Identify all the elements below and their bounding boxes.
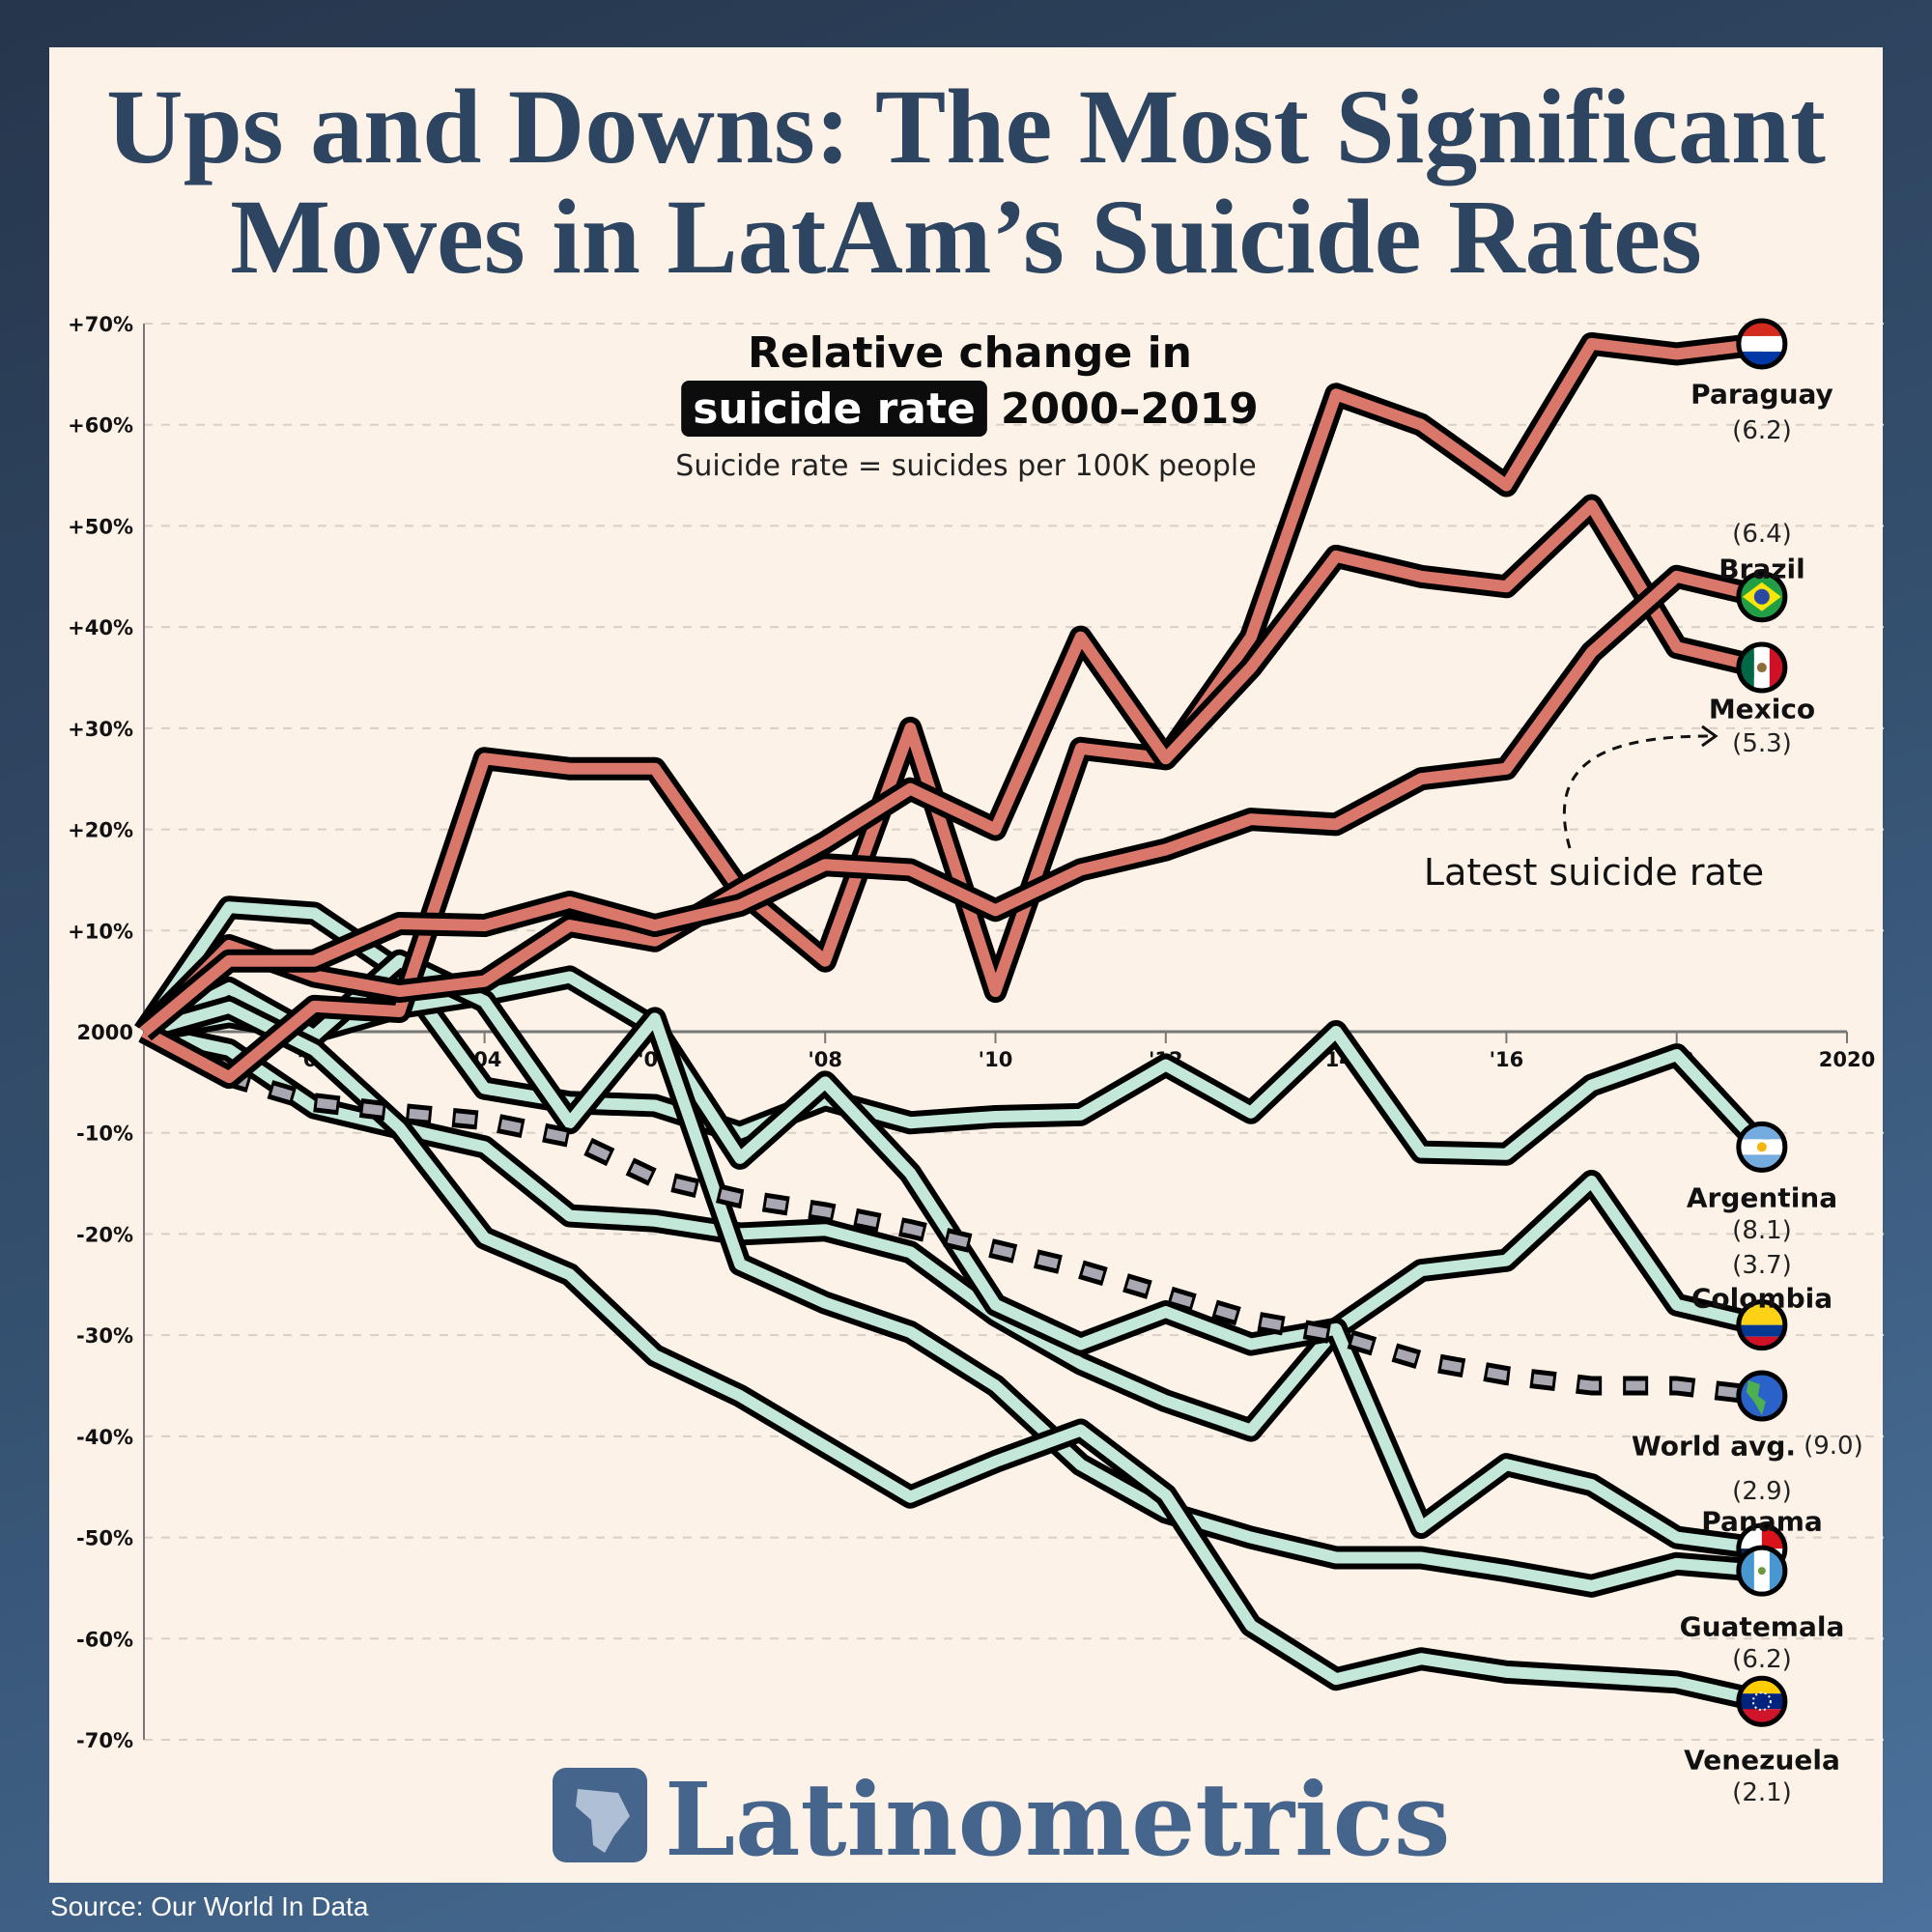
source-note: Source: Our World In Data [50,1891,369,1921]
y-tick-label: +10% [68,920,133,943]
venezuela-flag-icon [1736,1675,1788,1727]
latest-rate-label: (3.7) [1732,1251,1792,1280]
series-line [140,570,1764,1037]
y-tick-label: -50% [76,1527,133,1550]
y-tick-label: -30% [76,1324,133,1348]
y-tick-label: -20% [76,1223,133,1246]
logo-map-shape [576,1789,630,1853]
latest-rate-label: (5.3) [1732,729,1792,758]
x-tick-label: '08 [808,1048,842,1071]
series-line [139,499,1764,1037]
chart-title-highlight: suicide rate [693,384,976,434]
country-label: Venezuela [1684,1745,1840,1776]
x-tick-label: 2020 [1819,1048,1875,1071]
guatemala-flag-icon [1736,1545,1788,1597]
y-tick-label: +30% [68,718,133,741]
series-world-avg [139,1023,1764,1406]
x-tick-label: '16 [1490,1048,1524,1071]
latest-rate-label: (6.2) [1732,416,1792,445]
y-tick-label: +40% [68,616,133,639]
y-tick-label: +50% [68,515,133,538]
y-tick-label: +60% [68,414,133,438]
country-label: Guatemala [1680,1611,1845,1643]
paraguay-flag-icon [1736,318,1788,370]
latinometrics-logo: Latinometrics [553,1760,1450,1879]
y-tick-label: +70% [68,313,133,336]
latest-rate-label: (6.2) [1732,1645,1792,1674]
country-label: Colombia [1691,1283,1833,1315]
logo-text: Latinometrics [665,1760,1450,1879]
latest-rate-label: (6.4) [1732,520,1792,549]
mexico-flag-icon [1736,641,1788,694]
brazil-flag-icon [1736,571,1788,623]
chart-heading: Relative change in suicide rate 2000–201… [675,328,1259,483]
series-paraguay [138,331,1764,1090]
page-title-line-2: Moves in LatAm’s Suicide Rates [230,178,1702,296]
series-line [141,1027,1763,1401]
y-tick-label: -70% [76,1729,133,1752]
argentina-flag-icon [1736,1121,1788,1173]
latest-rate-annotation: Latest suicide rate [1424,724,1764,894]
country-label: World avg. [1632,1431,1796,1463]
globe-icon [1736,1370,1788,1422]
series-mexico [135,494,1765,1040]
page-title-line-1: Ups and Downs: The Most Significant [106,68,1826,185]
chart-subtitle: Suicide rate = suicides per 100K people [675,449,1256,483]
latest-rate-label: (2.9) [1732,1477,1792,1506]
series-line [141,337,1763,1084]
series-line-outline [139,1023,1764,1406]
country-label: Brazil [1719,554,1805,585]
annotation-arrow [1563,734,1711,849]
colombia-flag-icon [1736,1299,1788,1351]
y-tick-label: -10% [76,1122,133,1146]
y-tick-label: 2000 [77,1021,133,1044]
arrow-head-icon [1701,724,1719,748]
latest-rate-label: (8.1) [1732,1216,1792,1245]
latest-rate-label: (2.1) [1732,1778,1792,1807]
chart-title: Relative change in [748,328,1192,378]
y-tick-label: -40% [76,1426,133,1449]
series-brazil [136,564,1765,1041]
country-label: Paraguay [1690,379,1833,411]
y-tick-label: +20% [68,819,133,842]
latest-rate-label: (9.0) [1804,1432,1863,1461]
y-tick-label: -60% [76,1628,133,1651]
highlight-box [681,381,987,437]
country-label: Mexico [1709,694,1815,725]
x-tick-label: '10 [979,1048,1013,1071]
country-label: Panama [1701,1506,1823,1538]
annotation-text: Latest suicide rate [1424,851,1764,894]
country-label: Argentina [1687,1182,1837,1214]
series-line [142,1001,1764,1708]
series-venezuela [140,995,1765,1713]
chart-title-years: 2000–2019 [1001,384,1259,434]
